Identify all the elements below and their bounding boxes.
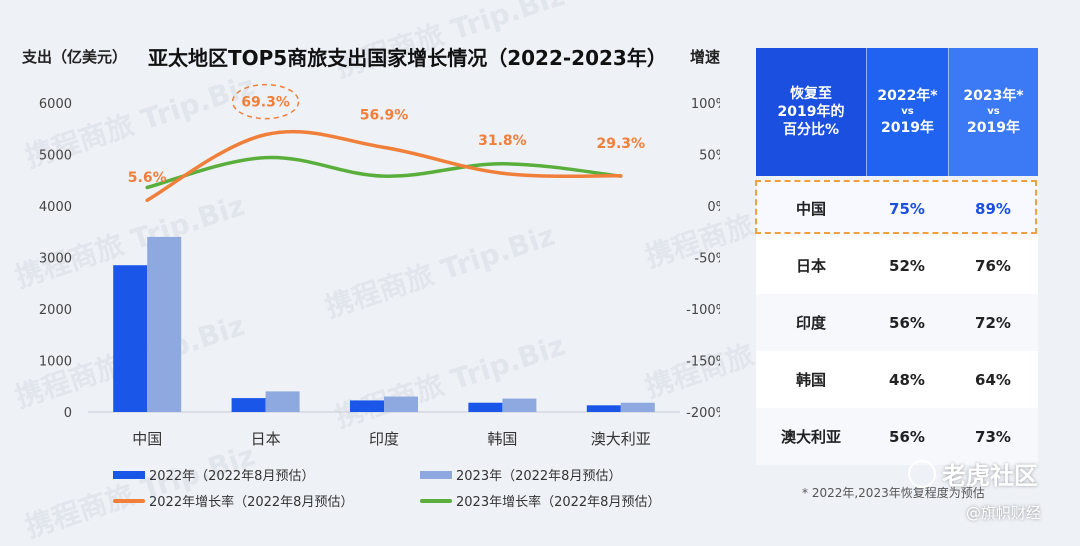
row-2022: 56%	[889, 427, 925, 446]
chart-plot: 0 1000 2000 3000 4000 5000 6000 100% 50% 0% -50% -1…	[39, 83, 720, 448]
header-recovery-percent: 恢复至 2019年的 百分比%	[756, 48, 866, 176]
brand-secondary: @旗帜财经	[966, 504, 1042, 522]
bar-2023	[265, 391, 300, 412]
legend-label: 2023年（2022年8月预估）	[456, 469, 622, 484]
header-line: 2019年	[881, 120, 934, 136]
header-2022-vs-2019: 2022年* vs 2019年	[866, 48, 948, 176]
table-row: 澳大利亚 56% 73%	[756, 408, 1038, 465]
tiger-community-icon	[908, 459, 936, 488]
row-2022: 48%	[889, 370, 925, 389]
brand-primary: 老虎社区	[942, 462, 1038, 490]
x-tick-label: 澳大利亚	[591, 430, 651, 448]
y-axis-label-right: 增速	[690, 48, 721, 66]
row-2022: 52%	[889, 256, 925, 275]
table-row: 韩国 48% 64%	[756, 351, 1038, 408]
data-label: 31.8%	[478, 133, 527, 149]
legend-swatch	[113, 470, 145, 479]
bar-2022	[468, 402, 503, 412]
header-line: 2019年	[967, 120, 1020, 136]
y-tick-label: 5000	[39, 149, 72, 164]
bar-2022	[231, 398, 266, 412]
row-country: 韩国	[795, 371, 826, 389]
row-country: 日本	[795, 257, 826, 275]
header-line: vs	[987, 106, 1000, 117]
row-2023: 72%	[975, 313, 1011, 332]
header-line: 2023年*	[963, 88, 1024, 104]
table-row: 日本 52% 76%	[756, 237, 1038, 294]
legend-label: 2022年（2022年8月预估）	[149, 469, 315, 484]
highlight-ellipse	[231, 83, 300, 120]
bar-2022	[350, 400, 384, 412]
x-tick-label: 韩国	[487, 430, 517, 448]
legend-label: 2023年增长率（2022年8月预估）	[456, 495, 661, 510]
row-2023: 64%	[975, 370, 1011, 389]
y2-tick-label: -50%	[694, 252, 720, 267]
y2-tick-label: -200%	[686, 406, 720, 421]
row-2023: 76%	[975, 256, 1011, 275]
table-row: 印度 56% 72%	[756, 294, 1038, 351]
y-axis-label-left: 支出（亿美元）	[22, 48, 128, 66]
recovery-table: 恢复至 2019年的 百分比% 2022年* vs 2019年 2023年* v…	[755, 48, 1038, 465]
bar-2023	[620, 402, 655, 412]
bar-2023	[502, 398, 537, 412]
legend-swatch	[113, 498, 145, 503]
legend-label: 2022年增长率（2022年8月预估）	[149, 495, 354, 510]
x-tick-label: 中国	[132, 430, 162, 448]
legend-item-bar-2022: 2022年（2022年8月预估）	[113, 465, 314, 484]
row-country: 中国	[795, 200, 826, 218]
header-line: vs	[901, 106, 914, 117]
row-2022: 56%	[889, 313, 925, 332]
data-label: 5.6%	[128, 170, 167, 186]
row-country: 印度	[795, 314, 826, 332]
bar-2022	[113, 265, 148, 412]
bar-2023	[147, 236, 182, 412]
row-2022: 75%	[889, 199, 925, 218]
data-label: 56.9%	[360, 107, 409, 123]
line-2023-growth	[145, 155, 623, 190]
table-row: 中国 75% 89%	[755, 180, 1038, 237]
y-tick-label: 2000	[39, 303, 72, 318]
chart-area: 携程商旅 Trip.Biz 携程商旅 Trip.Biz 携程商旅 Trip.Bi…	[11, 0, 879, 544]
header-line: 2022年*	[877, 88, 938, 104]
row-2023: 89%	[975, 199, 1011, 218]
row-2023: 73%	[975, 427, 1011, 446]
y-tick-label: 1000	[39, 355, 72, 370]
y-tick-label: 3000	[39, 252, 72, 267]
legend-item-bar-2023: 2023年（2022年8月预估）	[420, 465, 621, 484]
y2-tick-label: -150%	[686, 355, 720, 370]
footnote: * 2022年,2023年恢复程度为预估	[802, 486, 985, 500]
header-line: 恢复至	[790, 86, 832, 102]
legend-item-line-2023: 2023年增长率（2022年8月预估）	[420, 491, 660, 510]
y-tick-label: 4000	[39, 200, 72, 215]
legend-swatch	[420, 498, 452, 503]
y2-tick-label: -100%	[686, 303, 720, 318]
y-tick-label: 6000	[39, 97, 72, 112]
line-2022-growth	[145, 129, 623, 202]
legend-item-line-2022: 2022年增长率（2022年8月预估）	[113, 491, 353, 510]
bar-2022	[586, 405, 621, 412]
data-label: 29.3%	[597, 136, 646, 152]
bar-2023	[384, 396, 418, 412]
brand-logo: 老虎社区	[908, 456, 1038, 491]
header-line: 百分比%	[782, 122, 840, 138]
header-line: 2019年的	[777, 104, 845, 120]
y2-tick-label: 0%	[707, 200, 720, 215]
y2-tick-label: 50%	[699, 149, 720, 164]
table-header: 恢复至 2019年的 百分比% 2022年* vs 2019年 2023年* v…	[756, 48, 1038, 176]
header-2023-vs-2019: 2023年* vs 2019年	[948, 48, 1038, 176]
y-tick-label: 0	[64, 406, 72, 421]
row-country: 澳大利亚	[780, 428, 841, 446]
x-tick-label: 印度	[369, 430, 399, 448]
data-label: 69.3%	[241, 95, 290, 111]
legend-swatch	[420, 470, 452, 479]
x-tick-label: 日本	[251, 430, 281, 448]
highlight-box	[755, 180, 1037, 234]
y2-tick-label: 100%	[691, 97, 720, 112]
chart-title: 亚太地区TOP5商旅支出国家增长情况（2022-2023年）	[148, 46, 667, 70]
